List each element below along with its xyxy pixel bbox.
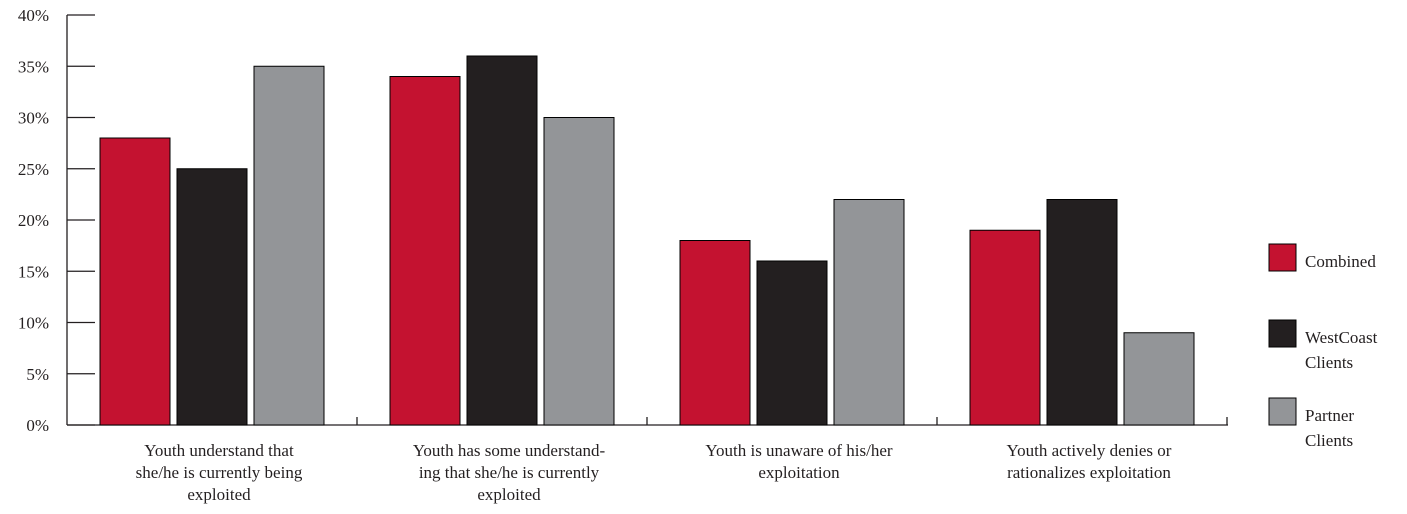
legend-swatch-2 xyxy=(1268,319,1297,348)
category-label-4: Youth actively denies or rationalizes exp… xyxy=(1007,441,1172,482)
bar-1-4 xyxy=(969,229,1041,426)
category-label-3: Youth is unaware of his/her exploitation xyxy=(705,441,892,482)
bar-3-1 xyxy=(253,65,325,426)
y-tick-label-0: 0% xyxy=(26,416,49,435)
bar-2-3 xyxy=(756,260,828,426)
bar-3-2 xyxy=(543,117,615,426)
legend-label-1: Combined xyxy=(1305,252,1376,271)
legend-label-3: Partner Clients xyxy=(1305,406,1354,450)
bar-3-4 xyxy=(1123,332,1195,426)
labels: 0% 5% 10% 15% 20% 25% 30% 35% 40% Youth understan… xyxy=(18,6,1172,504)
bar-1-3 xyxy=(679,240,751,426)
legend: Combined WestCoast Clients Partner Clients xyxy=(1268,243,1378,450)
y-tick-label-10: 10% xyxy=(18,314,49,333)
legend-label-2: WestCoast Clients xyxy=(1305,328,1378,372)
bar-1-2 xyxy=(389,76,461,426)
y-tick-label-30: 30% xyxy=(18,109,49,128)
bar-3-3 xyxy=(833,199,905,426)
y-tick-label-40: 40% xyxy=(18,6,49,25)
bar-1-1 xyxy=(99,137,171,426)
y-tick-label-15: 15% xyxy=(18,262,49,281)
legend-swatch-3 xyxy=(1268,397,1297,426)
bar-2-4 xyxy=(1046,199,1118,426)
y-tick-label-5: 5% xyxy=(26,365,49,384)
y-tick-label-35: 35% xyxy=(18,57,49,76)
category-label-1: Youth understand that she/he is currently… xyxy=(136,441,303,504)
y-tick-label-25: 25% xyxy=(18,160,49,179)
bars xyxy=(99,55,1195,426)
legend-swatch-1 xyxy=(1268,243,1297,272)
y-tick-label-20: 20% xyxy=(18,211,49,230)
category-label-2: Youth has some understand-ing that she/h… xyxy=(413,441,606,504)
bar-2-2 xyxy=(466,55,538,426)
bar-2-1 xyxy=(176,168,248,426)
